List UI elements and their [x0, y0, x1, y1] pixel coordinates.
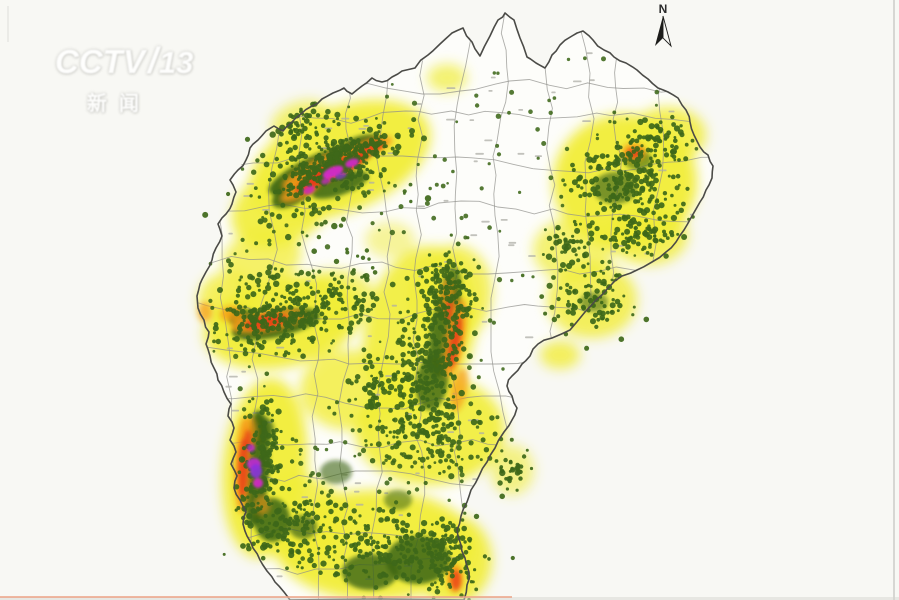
north-arrow-icon — [655, 16, 663, 46]
logo-slash: / — [147, 40, 158, 81]
cctv-watermark: CCTV / 13 新闻 — [55, 40, 215, 116]
video-bottom-edge-strip — [0, 597, 899, 600]
north-arrow-icon — [662, 15, 672, 48]
video-bottom-accent-line — [0, 596, 512, 598]
north-label: N — [659, 2, 668, 16]
cctv-logo: CCTV / 13 — [55, 40, 215, 81]
north-arrow: N — [655, 2, 672, 48]
province-outline — [196, 12, 714, 600]
channel-name-text: 新闻 — [87, 93, 151, 116]
video-right-edge-line — [893, 0, 895, 600]
channel-number: 13 — [158, 45, 194, 81]
cctv-brand-text: CCTV — [55, 43, 145, 81]
video-left-edge-line — [7, 6, 9, 42]
density-peak-layer — [247, 158, 359, 488]
